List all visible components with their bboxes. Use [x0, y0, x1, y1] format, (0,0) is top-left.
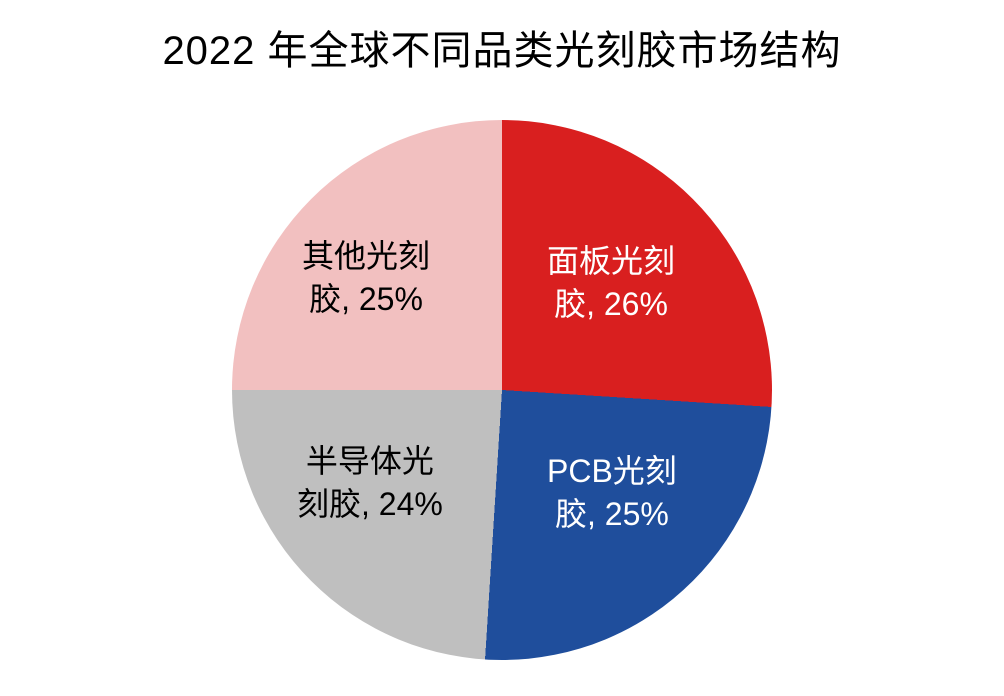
slice-label-line2: 胶, 26%	[547, 283, 675, 326]
slice-label-1: PCB光刻胶, 25%	[547, 450, 677, 536]
slice-label-line1: 半导体光	[297, 440, 443, 483]
slice-label-line1: 面板光刻	[547, 240, 675, 283]
slice-label-line2: 刻胶, 24%	[297, 483, 443, 526]
slice-label-line1: PCB光刻	[547, 450, 677, 493]
pie-chart: 面板光刻胶, 26%PCB光刻胶, 25%半导体光刻胶, 24%其他光刻胶, 2…	[232, 120, 772, 660]
pie-chart-wrap: 面板光刻胶, 26%PCB光刻胶, 25%半导体光刻胶, 24%其他光刻胶, 2…	[232, 120, 772, 660]
chart-container: 2022 年全球不同品类光刻胶市场结构 面板光刻胶, 26%PCB光刻胶, 25…	[0, 0, 1004, 696]
slice-label-3: 其他光刻胶, 25%	[302, 235, 430, 321]
slice-label-line2: 胶, 25%	[547, 493, 677, 536]
slice-label-line1: 其他光刻	[302, 235, 430, 278]
slice-label-line2: 胶, 25%	[302, 278, 430, 321]
slice-label-0: 面板光刻胶, 26%	[547, 240, 675, 326]
slice-label-2: 半导体光刻胶, 24%	[297, 440, 443, 526]
chart-title: 2022 年全球不同品类光刻胶市场结构	[0, 18, 1004, 76]
